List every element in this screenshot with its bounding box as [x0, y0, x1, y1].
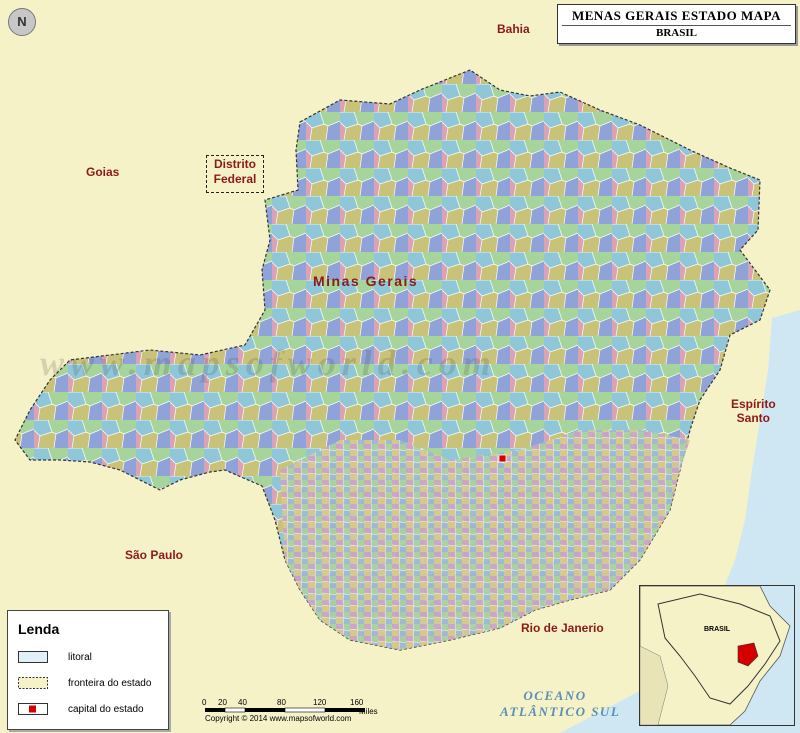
watermark: www.mapsofworld.com — [40, 343, 497, 383]
inset-label: BRASIL — [704, 626, 731, 633]
legend-label-coastline: litoral — [68, 652, 92, 663]
label-goias: Goias — [86, 165, 120, 179]
label-bahia: Bahia — [497, 22, 530, 36]
scale: 0 20 40 80 120 160 Miles Copyright © 201… — [195, 698, 380, 728]
legend-item-coastline: litoral — [18, 651, 163, 667]
scale-tick-0: 0 — [202, 698, 207, 707]
legend-label-state-border: fronteira do estado — [68, 678, 152, 689]
capital-marker — [498, 454, 507, 463]
legend-title: Lenda — [18, 621, 60, 637]
inset-map-canvas — [640, 586, 794, 725]
title-sub: BRASIL — [656, 27, 697, 39]
label-rio-de-janeiro: Rio de Janerio — [521, 621, 604, 635]
legend-item-state-border: fronteira do estado — [18, 677, 163, 693]
scale-tick-160: 160 — [350, 698, 364, 707]
label-espirito: Espírito — [731, 397, 776, 411]
ocean-line2: ATLÂNTICO SUL — [500, 704, 621, 719]
scale-tick-120: 120 — [313, 698, 327, 707]
legend: Lenda litoral fronteira do estado capita… — [7, 610, 169, 730]
map-title: MENAS GERAIS ESTADO MAPA BRASIL — [557, 4, 796, 44]
label-santo: Santo — [736, 411, 770, 425]
label-espirito-santo: Espírito Santo — [731, 397, 776, 425]
scale-ticks: 0 20 40 80 120 160 Miles — [195, 698, 380, 716]
state-border-swatch — [18, 677, 48, 689]
scale-tick-80: 80 — [277, 698, 286, 707]
inset-map: BRASIL — [639, 585, 795, 726]
legend-label-capital: capital do estado — [68, 704, 144, 715]
distrito-federal-box: Distrito Federal — [206, 155, 264, 193]
southern-municipalities — [280, 430, 690, 650]
label-distrito: Distrito — [214, 157, 256, 171]
title-main: MENAS GERAIS ESTADO MAPA — [562, 8, 791, 26]
scale-tick-20: 20 — [218, 698, 227, 707]
label-federal: Federal — [213, 172, 257, 186]
scale-bar — [205, 707, 365, 713]
label-sao-paulo: São Paulo — [125, 548, 184, 562]
scale-unit: Miles — [359, 707, 378, 716]
copyright: Copyright © 2014 www.mapsofworld.com — [205, 714, 352, 723]
capital-marker-swatch — [18, 703, 48, 715]
coastline-swatch — [18, 651, 48, 663]
ocean-label: OCEANO ATLÂNTICO SUL — [500, 688, 621, 720]
label-minas-gerais: Minas Gerais — [313, 273, 419, 289]
legend-item-capital: capital do estado — [18, 703, 163, 719]
ocean-line1: OCEANO — [523, 688, 587, 703]
north-arrow-icon: N — [8, 8, 36, 36]
scale-tick-40: 40 — [238, 698, 247, 707]
